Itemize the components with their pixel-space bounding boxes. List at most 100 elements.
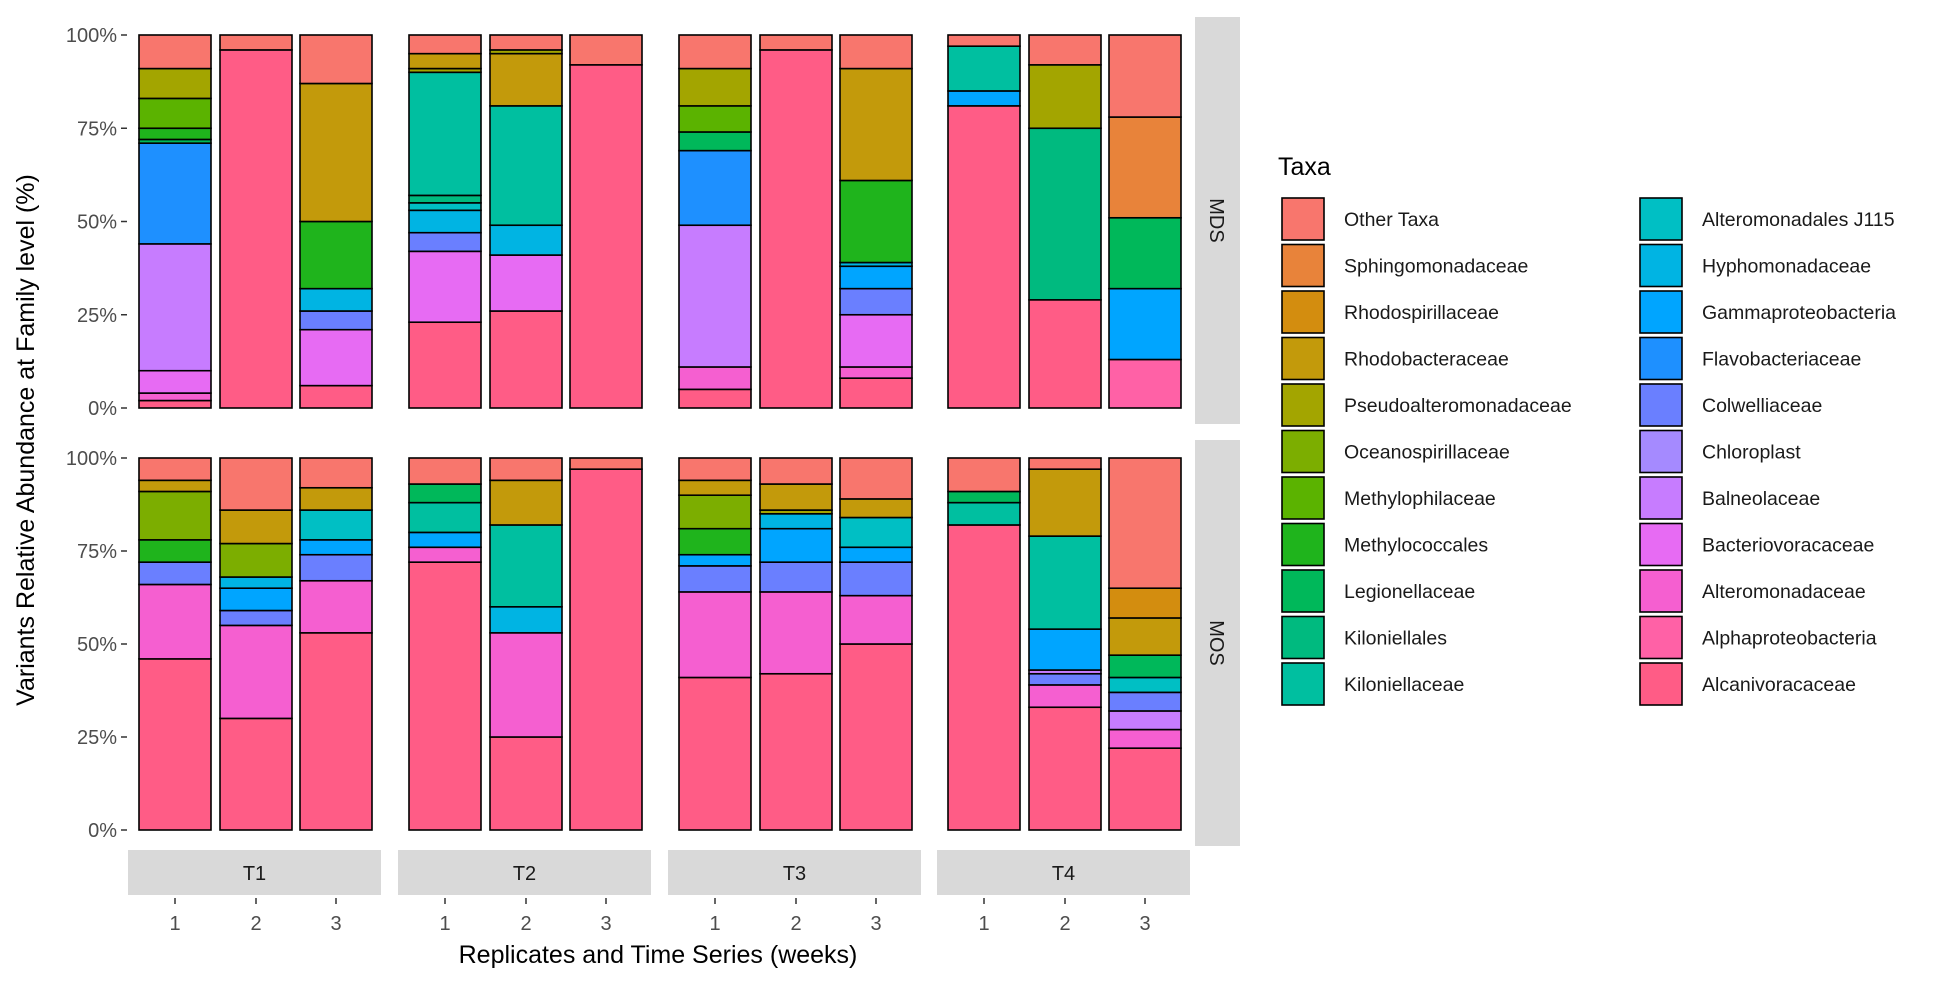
bar-segment-rhodobacteraceae <box>839 67 913 182</box>
facet-strip-t1 <box>128 850 381 895</box>
x-tick-label: 3 <box>870 913 881 935</box>
bar-segment-hyphomonadaceae <box>299 287 373 312</box>
bar-segment-alteromonadales-j115 <box>1108 676 1182 694</box>
bar-segment-other-taxa <box>138 34 212 70</box>
bar-segment-alteromonadaceae <box>678 591 752 679</box>
bar-segment-alcanivoracaceae <box>408 321 482 409</box>
x-tick-label: 1 <box>709 913 720 935</box>
bar-segment-balneolaceae <box>678 224 752 368</box>
bar-segment-gammaproteobacteria <box>299 539 373 556</box>
bar-segment-other-taxa <box>219 457 293 511</box>
bar-segment-sphingomonadaceae <box>1108 116 1182 219</box>
legend-key-flavobacteriaceae <box>1639 336 1683 381</box>
bar-segment-other-taxa <box>839 457 913 500</box>
bar-segment-alcanivoracaceae <box>1028 299 1102 409</box>
legend-key-gammaproteobacteria <box>1639 290 1683 334</box>
legend-label: Alteromonadales J115 <box>1702 209 1895 231</box>
legend-label: Alphaproteobacteria <box>1702 628 1877 650</box>
legend-key-sphingomonadaceae <box>1281 243 1325 288</box>
y-tick-label: 100% <box>66 25 117 47</box>
legend-label: Flavobacteriaceae <box>1702 349 1861 371</box>
bar-segment-gammaproteobacteria <box>408 531 482 549</box>
bar-segment-alteromonadales-j115 <box>299 509 373 541</box>
bar-segment-alteromonadaceae <box>489 632 563 738</box>
bar-segment-alteromonadaceae <box>138 583 212 660</box>
bar-segment-other-taxa <box>219 34 293 51</box>
legend-label: Other Taxa <box>1344 209 1439 231</box>
y-axis-title: Variants Relative Abundance at Family le… <box>12 174 40 706</box>
bar-segment-legionellaceae <box>947 490 1021 504</box>
legend-label: Alteromonadaceae <box>1702 581 1866 603</box>
bar-segment-alcanivoracaceae <box>1028 706 1102 831</box>
y-tick-label: 50% <box>77 634 117 656</box>
bar-segment-alteromonadaceae <box>759 591 833 675</box>
bar-segment-other-taxa <box>678 457 752 482</box>
bar-segment-rhodobacteraceae <box>678 479 752 497</box>
facet-strip-label: T1 <box>243 863 266 885</box>
bar-segment-other-taxa <box>569 34 643 66</box>
bar-segment-rhodobacteraceae <box>839 498 913 519</box>
bar-segment-alteromonadales-j115 <box>408 202 482 212</box>
bar-segment-gammaproteobacteria <box>1028 628 1102 671</box>
bar-segment-colwelliaceae <box>1028 672 1102 686</box>
bar-segment-pseudoalteromonadaceae <box>1028 64 1102 130</box>
legend-label: Kiloniellaceae <box>1344 674 1464 696</box>
bar-segment-kiloniellales <box>408 194 482 204</box>
bar-segment-bacteriovoracaceae <box>839 313 913 368</box>
bar-segment-oceanospirillaceae <box>219 542 293 578</box>
bar-segment-other-taxa <box>678 34 752 70</box>
bar-segment-other-taxa <box>1108 34 1182 118</box>
bar-segment-alteromonadaceae <box>408 546 482 563</box>
bar-segment-other-taxa <box>138 457 212 482</box>
bar-segment-rhodobacteraceae <box>408 52 482 70</box>
bar-segment-colwelliaceae <box>219 609 293 627</box>
bar-segment-alcanivoracaceae <box>759 672 833 831</box>
x-axis-title: Replicates and Time Series (weeks) <box>459 941 858 969</box>
bar-segment-legionellaceae <box>1108 654 1182 679</box>
bar-segment-alcanivoracaceae <box>678 676 752 831</box>
bar-segment-alcanivoracaceae <box>1108 747 1182 831</box>
legend-label: Kiloniellales <box>1344 628 1447 650</box>
bar-segment-alphaproteobacteria <box>1108 358 1182 409</box>
bar-segment-other-taxa <box>569 457 643 470</box>
bar-segment-pseudoalteromonadaceae <box>678 67 752 107</box>
facet-strip-label: T3 <box>783 863 806 885</box>
bar-segment-other-taxa <box>408 457 482 485</box>
legend-key-alteromonadales-j115 <box>1639 197 1683 241</box>
bar-segment-other-taxa <box>839 34 913 70</box>
bar-segment-kiloniellaceae <box>408 71 482 197</box>
bar-segment-alteromonadaceae <box>678 366 752 391</box>
bar-segment-rhodobacteraceae <box>759 483 833 511</box>
bar-segment-gammaproteobacteria <box>839 546 913 563</box>
bar-segment-alcanivoracaceae <box>839 377 913 409</box>
bar-segment-alcanivoracaceae <box>138 658 212 831</box>
bar-segment-alteromonadaceae <box>299 579 373 634</box>
facet-strip-mos <box>1195 440 1240 846</box>
bar-segment-other-taxa <box>947 457 1021 493</box>
legend-label: Bacteriovoracaceae <box>1702 535 1874 557</box>
bar-segment-rhodospirillaceae <box>1108 587 1182 619</box>
bar-segment-alteromonadaceae <box>1108 728 1182 749</box>
bar-segment-alcanivoracaceae <box>839 643 913 831</box>
facet-strip-label: T4 <box>1052 863 1075 885</box>
bar-segment-other-taxa <box>1028 457 1102 470</box>
bar-segment-alteromonadaceae <box>839 594 913 645</box>
bar-segment-other-taxa <box>1028 34 1102 66</box>
bar-segment-methylophilaceae <box>138 97 212 130</box>
bar-segment-bacteriovoracaceae <box>138 369 212 394</box>
bar-segment-colwelliaceae <box>408 231 482 253</box>
axes-layer: 0% 25% 50% 75% 100% 0% 25% 50% 75% 100% 1 2 3 1 2 3 1 2 3 1… <box>66 25 1151 935</box>
bar-segment-gammaproteobacteria <box>947 90 1021 107</box>
bar-segment-alteromonadaceae <box>138 392 212 402</box>
legend-key-rhodobacteraceae <box>1281 336 1325 381</box>
y-tick-label: 50% <box>77 212 117 234</box>
bar-segment-other-taxa <box>299 34 373 85</box>
bar-segment-rhodobacteraceae <box>1108 617 1182 656</box>
legend-label: Chloroplast <box>1702 442 1801 464</box>
bar-segment-other-taxa <box>489 457 563 482</box>
legend-label: Alcanivoracaceae <box>1702 674 1856 696</box>
bar-segment-kiloniellales <box>1028 127 1102 301</box>
bar-segment-alcanivoracaceae <box>678 388 752 409</box>
legend-key-other-taxa <box>1281 197 1325 241</box>
legend: Taxa Other Taxa Sphingomonadaceae Rhodospi… <box>1278 153 1896 706</box>
